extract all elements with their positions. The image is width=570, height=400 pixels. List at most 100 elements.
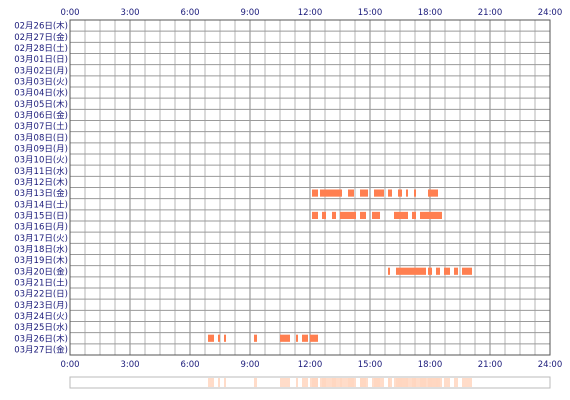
summary-bar	[436, 378, 440, 387]
activity-bar	[296, 334, 298, 342]
x-tick-label-top: 12:00	[298, 8, 323, 18]
row-label: 03月04日(水)	[14, 88, 68, 99]
row-label: 02月26日(木)	[14, 21, 68, 32]
activity-bar	[374, 189, 384, 197]
row-label: 03月10日(火)	[14, 156, 68, 166]
activity-bar	[388, 189, 392, 197]
plot-frame	[69, 19, 551, 356]
row-label: 03月08日(日)	[14, 133, 68, 143]
x-tick-label-top: 18:00	[418, 8, 443, 18]
row-label: 02月27日(金)	[14, 32, 68, 43]
activity-bar	[444, 267, 450, 275]
summary-bar	[462, 378, 472, 387]
row-label: 03月01日(日)	[14, 55, 68, 65]
row-label: 03月25日(水)	[14, 322, 68, 333]
row-label: 02月28日(土)	[14, 43, 68, 54]
x-tick-label-top: 9:00	[240, 8, 259, 18]
activity-bar	[454, 267, 458, 275]
activity-bar	[310, 334, 318, 342]
x-tick-label-top: 0:00	[60, 8, 79, 18]
row-label: 03月13日(金)	[14, 188, 68, 199]
x-tick-label-bottom: 0:00	[60, 360, 79, 370]
activity-bar	[224, 334, 226, 342]
x-tick-label-bottom: 9:00	[240, 360, 259, 370]
summary-bar	[372, 378, 380, 387]
row-label: 03月06日(金)	[14, 110, 68, 121]
x-tick-label-top: 3:00	[120, 8, 139, 18]
activity-bar	[320, 189, 342, 197]
row-label: 03月17日(火)	[14, 234, 68, 244]
x-axis-top: 0:00 3:00 6:00 9:00 12:00 15:00 18:00 21:00 24:0…	[60, 8, 562, 18]
x-tick-label-top: 24:00	[538, 8, 563, 18]
row-label: 03月12日(木)	[14, 177, 68, 188]
activity-bar	[462, 267, 472, 275]
summary-bar	[218, 378, 220, 387]
activity-bar	[412, 211, 416, 219]
grid	[70, 20, 550, 355]
summary-bar	[340, 378, 356, 387]
activity-bar	[360, 211, 366, 219]
row-label: 03月05日(木)	[14, 99, 68, 110]
activity-bar	[280, 334, 290, 342]
row-label: 03月03日(火)	[14, 78, 68, 88]
row-label: 03月26日(木)	[14, 333, 68, 344]
summary-bar	[224, 378, 226, 387]
activity-bars	[208, 189, 472, 342]
row-label: 03月21日(土)	[14, 278, 68, 289]
row-label: 03月19日(木)	[14, 255, 68, 266]
summary-strip	[69, 376, 551, 389]
activity-bar	[208, 334, 214, 342]
x-tick-label-top: 6:00	[180, 8, 199, 18]
row-label: 03月14日(土)	[14, 199, 68, 210]
summary-bar	[388, 378, 390, 387]
x-tick-label-top: 15:00	[358, 8, 383, 18]
activity-bar	[398, 189, 402, 197]
activity-bar	[348, 189, 354, 197]
x-tick-label-bottom: 6:00	[180, 360, 199, 370]
summary-bar	[454, 378, 458, 387]
activity-bar	[436, 267, 440, 275]
row-label: 03月18日(水)	[14, 244, 68, 255]
activity-bar	[428, 189, 438, 197]
activity-bar	[302, 334, 308, 342]
activity-bar	[218, 334, 220, 342]
x-tick-label-bottom: 18:00	[418, 360, 443, 370]
summary-bar	[428, 378, 432, 387]
summary-bar	[444, 378, 450, 387]
row-label: 03月24日(火)	[14, 312, 68, 322]
x-tick-label-bottom: 12:00	[298, 360, 323, 370]
activity-bar	[420, 211, 442, 219]
summary-bar	[332, 378, 336, 387]
summary-bar	[310, 378, 318, 387]
summary-bar	[360, 378, 366, 387]
summary-bar	[296, 378, 298, 387]
activity-bar	[332, 211, 336, 219]
activity-bar	[312, 211, 318, 219]
row-label: 03月15日(日)	[14, 212, 68, 222]
activity-bar	[428, 267, 432, 275]
row-label: 03月22日(日)	[14, 290, 68, 300]
x-tick-label-bottom: 15:00	[358, 360, 383, 370]
activity-bar	[396, 267, 426, 275]
plot-border	[69, 19, 551, 356]
summary-bar	[280, 378, 290, 387]
activity-bar	[312, 189, 318, 197]
activity-bar	[340, 211, 356, 219]
summary-bar	[396, 378, 426, 387]
x-tick-label-top: 21:00	[478, 8, 503, 18]
row-labels: 02月26日(木)02月27日(金)02月28日(土)03月01日(日) 03月0…	[14, 21, 68, 356]
row-label: 03月09日(月)	[14, 145, 68, 155]
summary-bar	[208, 378, 214, 387]
row-label: 03月11日(水)	[14, 166, 68, 177]
summary-bar	[254, 378, 257, 387]
activity-bar	[322, 211, 326, 219]
activity-bar	[414, 189, 416, 197]
row-label: 03月20日(金)	[14, 266, 68, 277]
activity-bar	[254, 334, 257, 342]
x-tick-label-bottom: 24:00	[538, 360, 563, 370]
activity-bar	[372, 211, 380, 219]
activity-bar	[406, 189, 408, 197]
activity-bar	[388, 267, 390, 275]
summary-bar	[322, 378, 326, 387]
